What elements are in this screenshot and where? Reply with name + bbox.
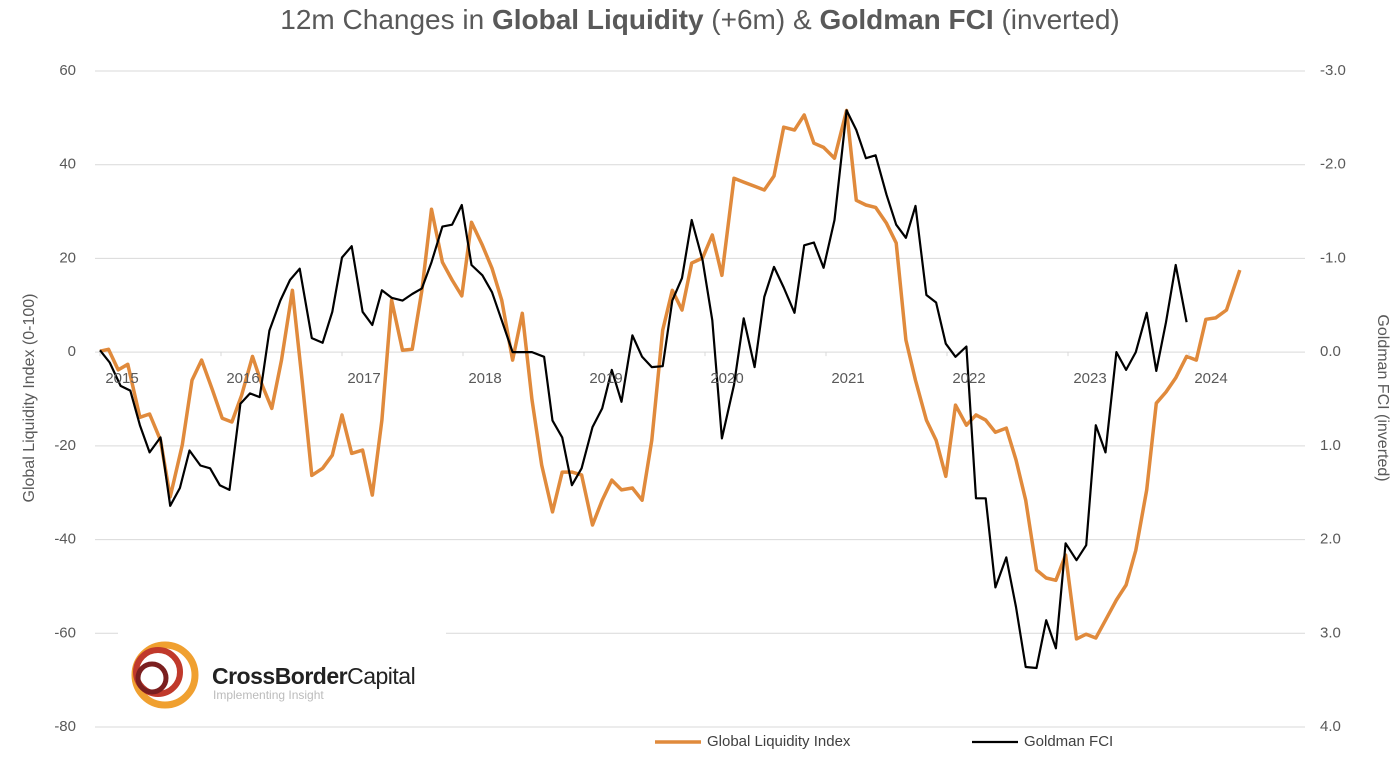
y2-tick-label: 4.0 bbox=[1320, 718, 1341, 735]
title-part: Global Liquidity bbox=[492, 4, 704, 35]
y-tick-label: -80 bbox=[54, 718, 76, 735]
x-tick-label: 2024 bbox=[1194, 370, 1227, 387]
y2-tick-label: -3.0 bbox=[1320, 62, 1346, 79]
x-tick-label: 2022 bbox=[952, 370, 985, 387]
logo-background bbox=[118, 620, 446, 716]
legend-label: Goldman FCI bbox=[1024, 733, 1113, 750]
chart-title: 12m Changes in Global Liquidity (+6m) & … bbox=[280, 4, 1119, 35]
logo-ring bbox=[133, 647, 183, 697]
x-tick-label: 2018 bbox=[468, 370, 501, 387]
logo-tagline: Implementing Insight bbox=[213, 688, 324, 702]
title-part: (inverted) bbox=[994, 4, 1120, 35]
x-tick-label: 2021 bbox=[831, 370, 864, 387]
y-tick-label: -60 bbox=[54, 624, 76, 641]
logo-ring bbox=[135, 661, 169, 695]
x-tick-label: 2020 bbox=[710, 370, 743, 387]
title-part: 12m Changes in bbox=[280, 4, 492, 35]
x-tick-label: 2015 bbox=[105, 370, 138, 387]
y-tick-label: -40 bbox=[54, 531, 76, 548]
y-tick-label: 60 bbox=[59, 62, 76, 79]
logo: CrossBorderCapital Implementing Insight bbox=[118, 620, 446, 716]
y2-tick-label: -1.0 bbox=[1320, 249, 1346, 266]
x-tick-label: 2016 bbox=[226, 370, 259, 387]
legend: Global Liquidity Index Goldman FCI bbox=[655, 733, 1113, 750]
y-tick-label: 20 bbox=[59, 249, 76, 266]
y-tick-label: 40 bbox=[59, 156, 76, 173]
y2-tick-label: 2.0 bbox=[1320, 531, 1341, 548]
title-part: (+6m) & bbox=[704, 4, 820, 35]
y2-tick-label: 1.0 bbox=[1320, 437, 1341, 454]
logo-text: CrossBorderCapital bbox=[212, 663, 415, 689]
y2-axis-label: Goldman FCI (inverted) bbox=[1374, 314, 1391, 481]
series-line bbox=[99, 108, 1242, 641]
plot-lines bbox=[99, 108, 1242, 670]
y-axis-label: Global Liquidity Index (0-100) bbox=[21, 293, 38, 502]
y2-tick-label: -2.0 bbox=[1320, 156, 1346, 173]
x-tick-label: 2019 bbox=[589, 370, 622, 387]
title-part: Goldman FCI bbox=[819, 4, 993, 35]
logo-brand: CrossBorder bbox=[212, 663, 348, 689]
logo-brand: Capital bbox=[347, 663, 415, 689]
y2-tick-label: 3.0 bbox=[1320, 624, 1341, 641]
x-tick-label: 2023 bbox=[1073, 370, 1106, 387]
y-tick-label: -20 bbox=[54, 437, 76, 454]
y2-tick-label: 0.0 bbox=[1320, 343, 1341, 360]
x-tick-label: 2017 bbox=[347, 370, 380, 387]
y-tick-label: 0 bbox=[68, 343, 76, 360]
series-line bbox=[99, 109, 1188, 670]
legend-label: Global Liquidity Index bbox=[707, 733, 851, 750]
